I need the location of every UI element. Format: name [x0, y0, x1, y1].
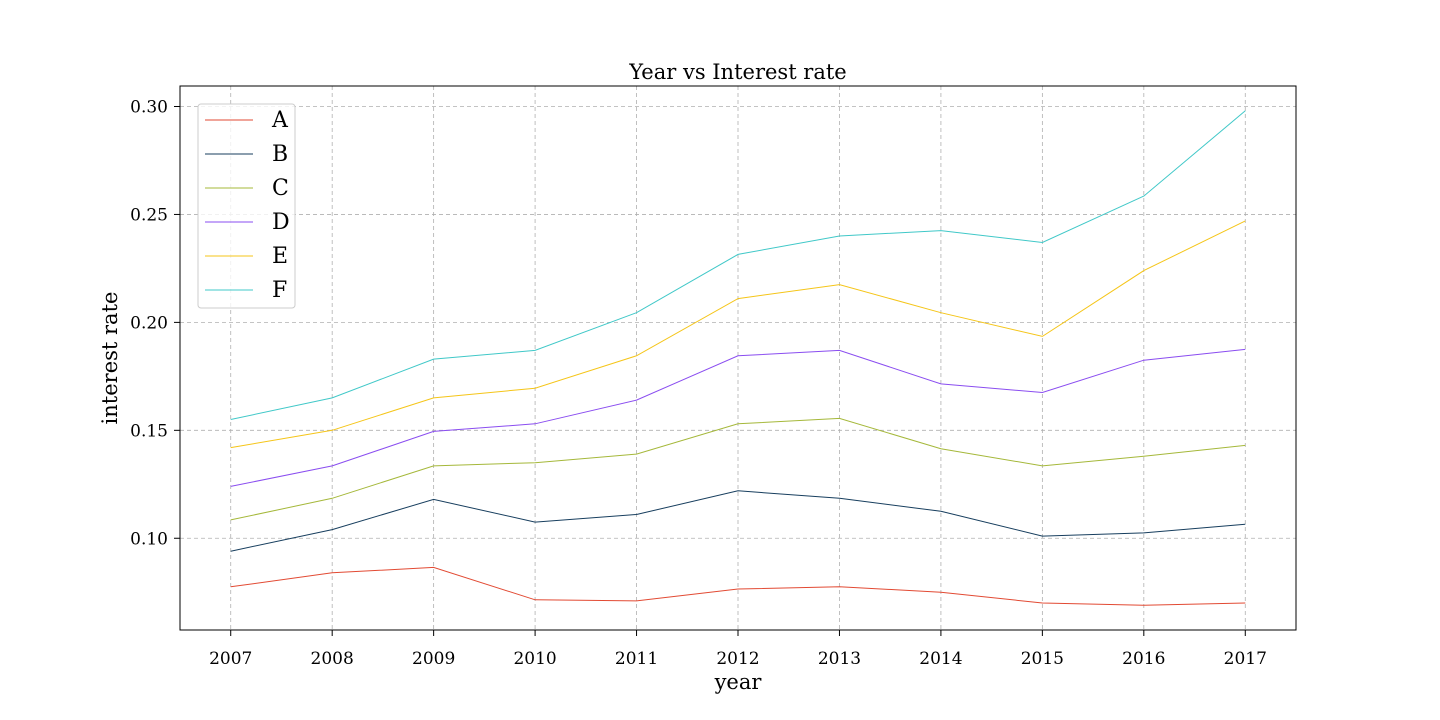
y-axis-label: interest rate: [98, 292, 122, 425]
y-tick-label: 0.20: [130, 313, 168, 333]
series-line-f: [230, 110, 1246, 420]
x-tick-label: 2013: [818, 649, 861, 669]
series-line-e: [230, 220, 1246, 449]
series-line-b: [230, 490, 1246, 552]
y-tick-label: 0.10: [130, 529, 168, 549]
y-tick-label: 0.30: [130, 98, 168, 118]
x-tick-label: 2014: [919, 649, 962, 669]
x-tick-label: 2012: [716, 649, 759, 669]
legend-label-f: F: [272, 278, 287, 303]
grid: [180, 86, 1296, 630]
x-tick-label: 2017: [1224, 649, 1267, 669]
y-tick-label: 0.15: [130, 421, 168, 441]
legend-label-a: A: [271, 108, 289, 133]
x-tick-label: 2011: [615, 649, 658, 669]
x-axis-label: year: [714, 670, 763, 694]
legend-label-c: C: [272, 176, 289, 201]
x-tick-label: 2008: [311, 649, 354, 669]
y-axis-ticks: 0.10 0.15 0.20 0.25 0.30: [130, 98, 180, 549]
chart-title: Year vs Interest rate: [628, 60, 847, 84]
legend-box: [197, 103, 296, 309]
y-tick-label: 0.25: [130, 205, 168, 225]
x-tick-label: 2016: [1122, 649, 1165, 669]
legend-label-d: D: [272, 210, 290, 235]
x-tick-label: 2007: [209, 649, 252, 669]
series-line-a: [230, 566, 1246, 606]
x-tick-label: 2015: [1021, 649, 1064, 669]
series-line-d: [230, 348, 1246, 487]
x-tick-label: 2010: [513, 649, 556, 669]
legend-label-e: E: [272, 244, 288, 269]
x-tick-label: 2009: [412, 649, 455, 669]
series-line-c: [230, 417, 1246, 521]
series-lines: [230, 110, 1246, 606]
legend-label-b: B: [272, 142, 288, 167]
x-axis-ticks: 2007 2008 2009 2010 2011 2012 2013 2014 2015 2016…: [209, 630, 1267, 669]
